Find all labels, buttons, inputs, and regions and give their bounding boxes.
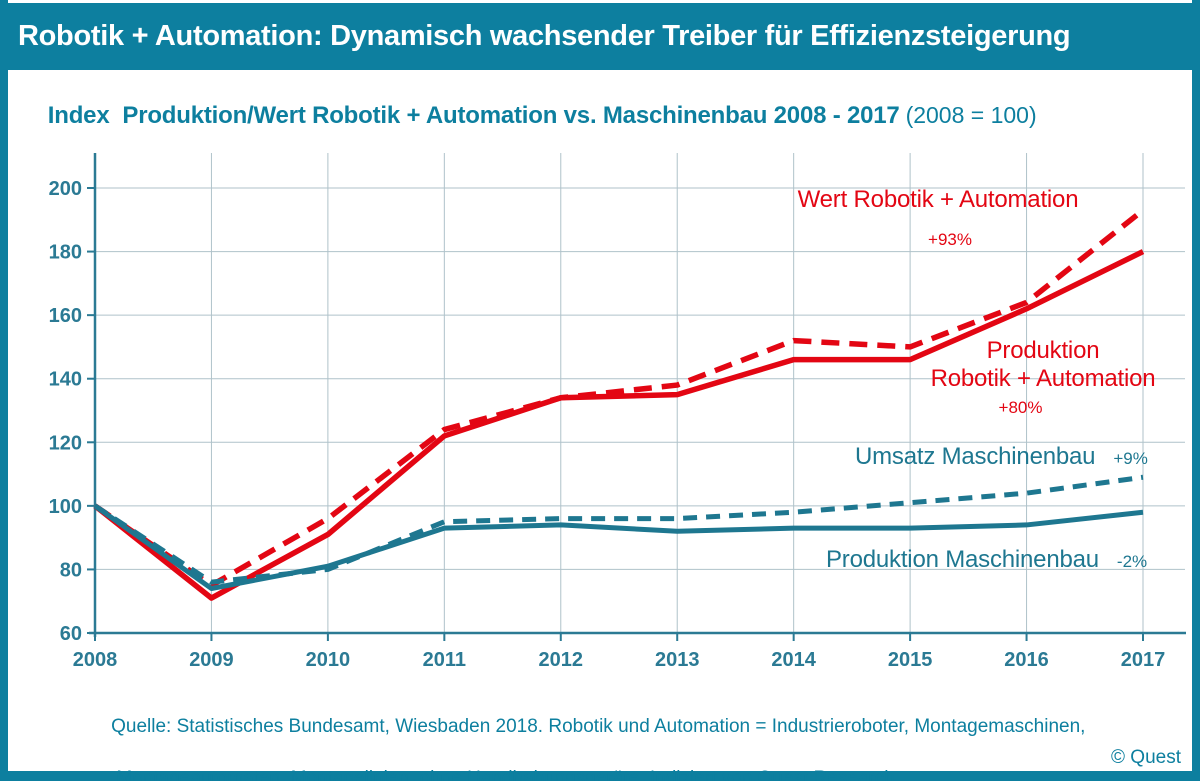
svg-text:2008: 2008 [73,649,118,671]
legend-produktion-m-label: Produktion Maschinenbau [826,546,1099,573]
legend-produktion-maschinenbau: Produktion Maschinenbau -2% [826,546,1147,576]
legend-produktion-pct: +80% [998,398,1043,417]
series-line [93,249,1145,601]
legend-umsatz-maschinenbau: Umsatz Maschinenbau +9% [855,443,1148,473]
svg-text:120: 120 [49,432,82,454]
frame-border-bottom [0,771,1200,781]
svg-text:80: 80 [60,559,82,581]
svg-text:2010: 2010 [306,649,351,671]
svg-text:2013: 2013 [655,649,700,671]
legend-umsatz-pct: +9% [1113,449,1148,468]
svg-text:200: 200 [49,178,82,200]
svg-text:60: 60 [60,623,82,645]
svg-text:2014: 2014 [771,649,816,671]
svg-text:2009: 2009 [189,649,234,671]
source-note: Quelle: Statistisches Bundesamt, Wiesbad… [90,688,1160,781]
legend-produktion-line2: Robotik + Automation [930,365,1156,392]
svg-text:180: 180 [49,242,82,264]
legend-produktion-m-pct: -2% [1116,552,1148,571]
source-line2: Montageautomaten, Montagelinien, ohne Ha… [111,768,901,781]
svg-text:2015: 2015 [888,649,933,671]
title-banner: Robotik + Automation: Dynamisch wachsend… [0,3,1200,70]
frame-border-right [1192,0,1200,781]
legend-umsatz-label: Umsatz Maschinenbau [855,443,1096,470]
svg-text:2016: 2016 [1004,649,1049,671]
chart-subtitle-suffix: (2008 = 100) [905,102,1037,128]
svg-text:2011: 2011 [423,649,466,671]
legend-produktion-line1: Produktion [986,337,1100,364]
legend-wert-pct: +93% [928,230,972,249]
svg-text:160: 160 [49,305,82,327]
legend-wert-robotik-automation: Wert Robotik + Automation [797,186,1079,213]
svg-text:2017: 2017 [1121,649,1166,671]
chart-subtitle: Index Produktion/Wert Robotik + Automati… [30,84,1037,148]
svg-text:2012: 2012 [539,649,584,671]
source-line1: Quelle: Statistisches Bundesamt, Wiesbad… [111,716,1086,737]
svg-text:100: 100 [49,496,82,518]
legend-produktion-robotik-automation: Produktion Robotik + Automation [920,337,1166,393]
series-line [93,503,1144,591]
copyright-note: © Quest [1111,747,1181,768]
frame-border-left [0,0,8,781]
svg-text:140: 140 [49,369,82,391]
chart-canvas: 60 80 100 120 140 160 180 200 2008 2009 2010 2011 20… [49,153,1186,671]
page-title: Robotik + Automation: Dynamisch wachsend… [18,20,1071,52]
series-line [93,208,1145,589]
chart-subtitle-main: Index Produktion/Wert Robotik + Automati… [47,102,900,129]
